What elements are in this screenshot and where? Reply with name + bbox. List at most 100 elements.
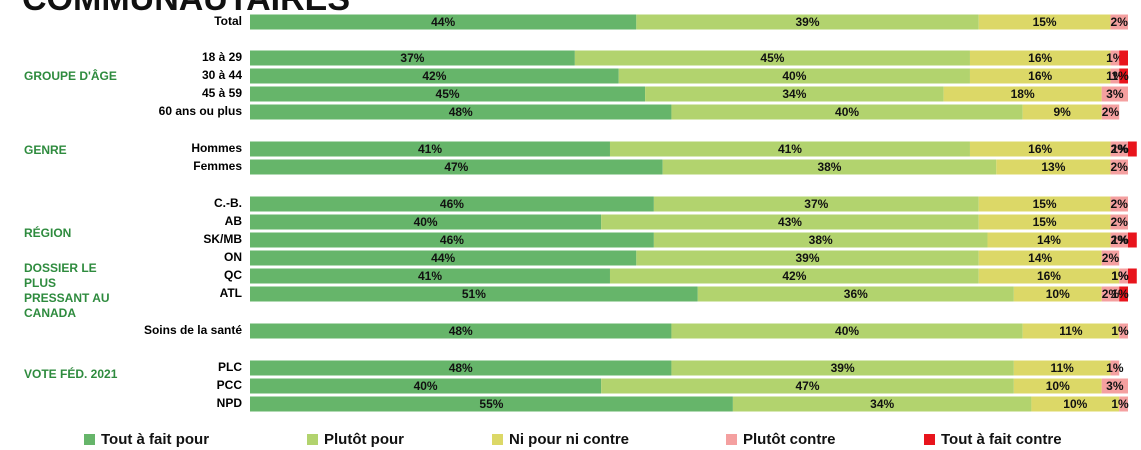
bar-segment	[978, 214, 1111, 230]
value-label: 41%	[418, 269, 442, 283]
value-label: 47%	[796, 379, 820, 393]
bar-segment	[636, 250, 979, 266]
bar-segment	[250, 159, 663, 175]
bar-segment	[250, 68, 619, 84]
value-label: 40%	[782, 69, 806, 83]
bar-segment	[250, 141, 610, 157]
bar-segment	[1119, 323, 1128, 339]
bar-segment	[609, 268, 979, 284]
value-label: 11%	[1050, 361, 1074, 375]
bar-segment	[250, 214, 602, 230]
bar-segment	[250, 286, 698, 302]
value-label: 37%	[804, 197, 828, 211]
bar-segment	[250, 396, 733, 412]
value-label: 42%	[422, 69, 446, 83]
bar-segment	[250, 196, 654, 212]
bar-segment	[1013, 360, 1111, 376]
bar-segment	[1110, 232, 1128, 248]
value-label: 2%	[1102, 105, 1120, 119]
category-label: PCC	[217, 378, 243, 392]
bar-segment	[697, 286, 1014, 302]
category-label: Hommes	[191, 141, 242, 155]
category-label: ATL	[220, 286, 242, 300]
bar-segment	[1101, 86, 1128, 102]
bar-segment	[671, 360, 1014, 376]
bar-segment	[969, 68, 1111, 84]
legend-label: Tout à fait pour	[101, 431, 209, 448]
category-label: NPD	[217, 396, 243, 410]
value-label: 15%	[1033, 197, 1057, 211]
category-label: QC	[224, 268, 242, 282]
bar-segment	[250, 50, 575, 66]
bar-segment	[609, 141, 970, 157]
bar-segment	[1110, 214, 1128, 230]
bar-segment	[601, 214, 979, 230]
bar-segment	[250, 250, 637, 266]
value-label: 10%	[1063, 397, 1087, 411]
bar-segment	[969, 141, 1111, 157]
value-label: 39%	[796, 15, 820, 29]
value-label: 46%	[440, 197, 464, 211]
value-label: 43%	[778, 215, 802, 229]
bar-segment	[1119, 396, 1128, 412]
value-label: 39%	[796, 251, 820, 265]
bar-segment	[978, 196, 1111, 212]
category-label: ON	[224, 250, 242, 264]
category-label: SK/MB	[203, 232, 242, 246]
value-label: 44%	[431, 15, 455, 29]
bar-segment	[601, 378, 1014, 394]
value-label: 2%	[1111, 233, 1129, 247]
value-label: 38%	[817, 160, 841, 174]
category-label: Soins de la santé	[144, 323, 242, 337]
value-label: 10%	[1046, 287, 1070, 301]
value-label: 2%	[1102, 251, 1120, 265]
value-label: 51%	[462, 287, 486, 301]
bar-segment	[671, 104, 1023, 120]
value-label: 11%	[1059, 324, 1083, 338]
chart-title: COMMUNAUTAIRES	[22, 0, 350, 19]
bar-segment	[1031, 396, 1120, 412]
value-label: 38%	[809, 233, 833, 247]
legend-swatch	[492, 434, 503, 445]
bar-segment	[653, 196, 979, 212]
value-label: 45%	[760, 51, 784, 65]
bar-segment	[943, 86, 1102, 102]
value-label: 3%	[1106, 379, 1124, 393]
bar-segment	[250, 86, 646, 102]
bar-segment	[1022, 323, 1120, 339]
bar-segment	[1128, 232, 1137, 248]
value-label: 9%	[1053, 105, 1071, 119]
bar-segment	[1110, 68, 1120, 84]
category-label: Total	[214, 14, 242, 28]
bar-segment	[1119, 268, 1128, 284]
bar-segment	[653, 232, 988, 248]
value-label: 16%	[1028, 51, 1052, 65]
group-label: GENRE	[24, 142, 67, 157]
category-label: AB	[225, 214, 243, 228]
value-label: 48%	[449, 105, 473, 119]
value-label: 2%	[1111, 15, 1129, 29]
bar-segment	[978, 268, 1120, 284]
bar-segment	[732, 396, 1032, 412]
bar-segment	[978, 14, 1111, 30]
legend-swatch	[726, 434, 737, 445]
value-label: 40%	[835, 105, 859, 119]
bar-segment	[1110, 196, 1128, 212]
bar-segment	[250, 232, 654, 248]
bar-segment	[1110, 50, 1120, 66]
value-label: 2%	[1111, 160, 1129, 174]
bar-segment	[987, 232, 1111, 248]
legend-label: Plutôt pour	[324, 431, 404, 448]
category-label: 45 à 59	[202, 86, 242, 100]
value-label: 40%	[414, 215, 438, 229]
category-label: PLC	[218, 360, 242, 374]
value-label: 42%	[782, 269, 806, 283]
bar-segment	[1119, 50, 1128, 66]
value-label: 1%	[1106, 361, 1124, 375]
legend-swatch	[307, 434, 318, 445]
bar-segment	[978, 250, 1102, 266]
bar-segment	[250, 268, 610, 284]
value-label: 2%	[1111, 197, 1129, 211]
